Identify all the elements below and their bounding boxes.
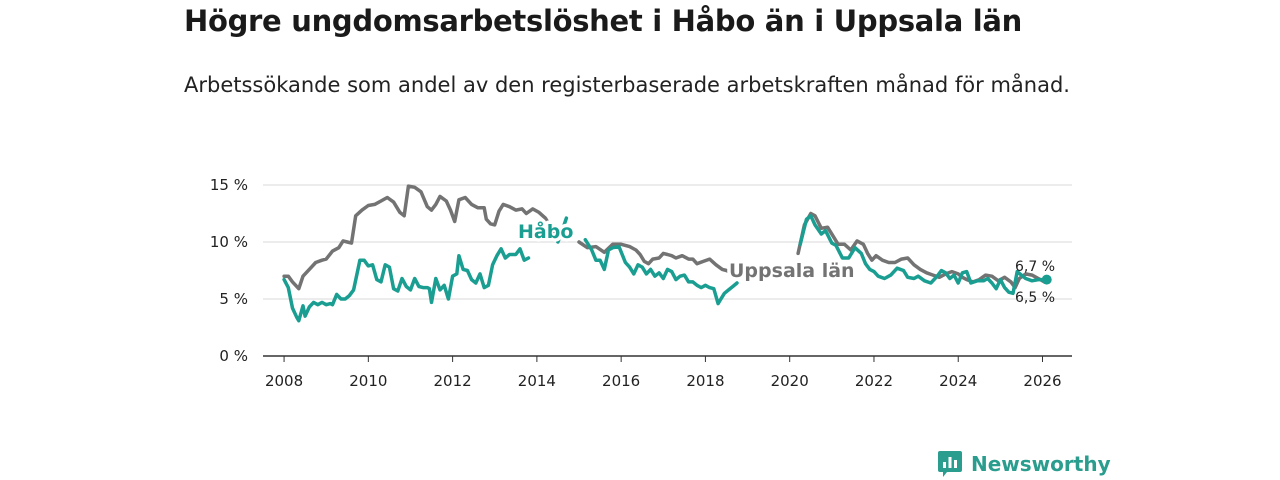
x-tick-label: 2022: [855, 372, 893, 390]
series-group: [282, 184, 1052, 323]
series-line-uppsala-lan: [577, 240, 739, 277]
end-value-label-uppsala-lan: 6,5 %: [1015, 290, 1055, 306]
newsworthy-logo-icon: [938, 451, 962, 477]
series-line-uppsala-lan: [796, 211, 1047, 290]
series-label-habo-halo: Håbo: [518, 219, 573, 243]
x-tick-label: 2020: [771, 372, 809, 390]
series-line-habo: [798, 214, 1049, 296]
grid-lines: 0 % 5 % 10 % 15 %: [210, 176, 1072, 365]
chart-title: Högre ungdomsarbetslöshet i Håbo än i Up…: [184, 4, 1023, 38]
x-tick-label: 2024: [939, 372, 977, 390]
x-tick-label: 2010: [349, 372, 387, 390]
series-label-uppsala-lan: Uppsala län: [729, 260, 855, 282]
y-tick-label: 15 %: [210, 176, 248, 194]
x-axis: 2008 2010 2012 2014 2016 2018 2020 2022 2024 2026: [263, 355, 1072, 390]
series-label-uppsala-lan-halo: Uppsala län: [729, 260, 855, 282]
x-tick-label: 2016: [602, 372, 640, 390]
series-line-uppsala-lan: [282, 184, 558, 291]
x-tick-label: 2026: [1023, 372, 1061, 390]
line-chart: 0 %5 %10 %15 % 2008 2010 2012 2014 2016 2018 2…: [210, 176, 1072, 390]
series-line-habo: [556, 216, 569, 244]
series-line-habo: [282, 247, 531, 323]
series-end-marker: [1041, 274, 1052, 285]
y-tick-label: 0 %: [219, 347, 248, 365]
brand[interactable]: Newsworthy: [937, 450, 1111, 478]
series-label-habo: Håbo: [518, 219, 573, 243]
x-tick-label: 2008: [265, 372, 303, 390]
y-tick-label: 10 %: [210, 233, 248, 251]
y-tick-label: 5 %: [219, 290, 248, 308]
x-tick-label: 2014: [518, 372, 556, 390]
x-tick-label: 2012: [434, 372, 472, 390]
chart-subtitle: Arbetssökande som andel av den registerb…: [184, 73, 1070, 97]
x-tick-label: 2018: [686, 372, 724, 390]
brand-name: Newsworthy: [971, 452, 1111, 476]
end-value-label-habo: 6,7 %: [1015, 259, 1055, 275]
series-line-habo: [583, 237, 739, 306]
